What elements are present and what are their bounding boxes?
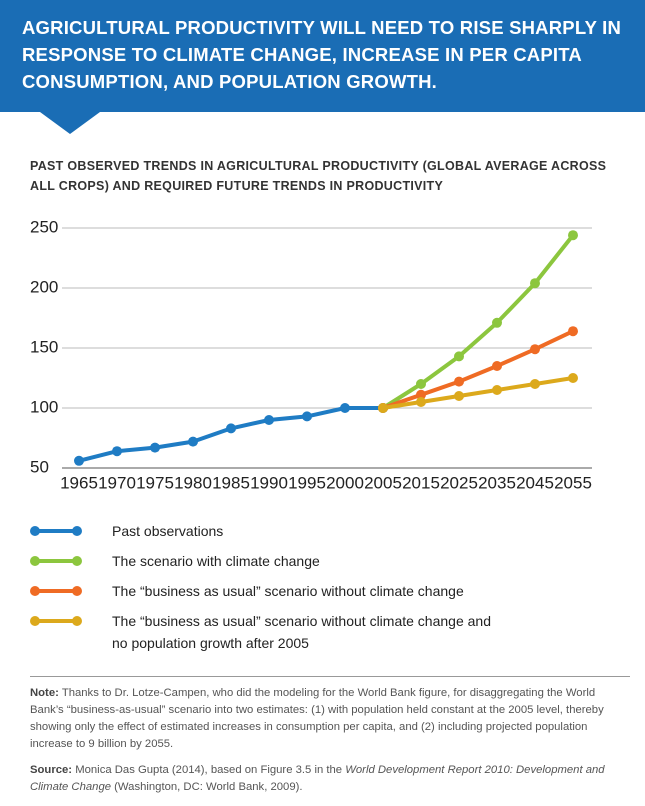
legend-item: The “business as usual” scenario without… (30, 610, 630, 654)
data-point (378, 403, 388, 413)
x-tick-label: 2035 (478, 473, 516, 492)
data-point (492, 361, 502, 371)
legend-swatch (30, 526, 82, 536)
x-tick-label: 1965 (60, 473, 98, 492)
x-tick-label: 2055 (554, 473, 592, 492)
data-point (568, 326, 578, 337)
banner-shape (0, 0, 645, 134)
data-point (416, 389, 426, 400)
data-point (416, 379, 426, 389)
chart-title: PAST OBSERVED TRENDS IN AGRICULTURAL PRO… (30, 159, 607, 193)
series-line (382, 376, 574, 410)
chart: 50 100 150 200 250 1965 1970 1975 1980 1985 1990 19… (30, 217, 592, 492)
series-line (78, 406, 383, 463)
x-tick-label: 1980 (174, 473, 212, 492)
legend-dot (30, 616, 40, 626)
legend-swatch (30, 616, 82, 626)
legend-dot (30, 556, 40, 566)
note: Note: Thanks to Dr. Lotze-Campen, who di… (30, 685, 625, 753)
legend-item: Past observations (30, 520, 630, 542)
data-point (530, 278, 540, 289)
legend-item: The “business as usual” scenario without… (30, 580, 630, 602)
x-tick-label: 1975 (136, 473, 174, 492)
header-title: AGRICULTURAL PRODUCTIVITY WILL NEED TO R… (22, 17, 622, 92)
source-text: (Washington, DC: World Bank, 2009). (111, 781, 303, 793)
series-line (382, 329, 574, 410)
data-point (530, 379, 540, 389)
legend-dot (72, 586, 82, 596)
legend-item: The scenario with climate change (30, 550, 630, 572)
x-tick-label: 2015 (402, 473, 440, 492)
data-point (340, 403, 350, 413)
x-tick-label: 2025 (440, 473, 478, 492)
x-tick-label: 1970 (98, 473, 136, 492)
legend-label: The scenario with climate change (112, 553, 320, 569)
data-point (74, 455, 84, 466)
data-point (302, 411, 312, 422)
source: Source: Monica Das Gupta (2014), based o… (30, 762, 625, 796)
y-tick-label: 200 (30, 277, 58, 296)
data-point (264, 415, 274, 425)
data-point (226, 423, 236, 434)
x-tick-label: 1985 (212, 473, 250, 492)
x-tick-label: 2000 (326, 473, 364, 492)
x-tick-label: 1990 (250, 473, 288, 492)
x-tick-label: 2005 (364, 473, 402, 492)
y-tick-label: 50 (30, 457, 49, 476)
x-tick-label: 2045 (516, 473, 554, 492)
legend-swatch (30, 556, 82, 566)
x-tick-label: 1995 (288, 473, 326, 492)
data-point (112, 446, 122, 457)
data-point (454, 351, 464, 362)
divider (30, 676, 630, 677)
legend-label: The “business as usual” scenario without… (112, 583, 464, 599)
data-point (150, 442, 160, 453)
data-point (492, 317, 502, 328)
data-point (454, 376, 464, 387)
data-point (568, 230, 578, 241)
y-tick-label: 250 (30, 217, 58, 236)
source-text: Monica Das Gupta (2014), based on Figure… (75, 764, 346, 776)
legend-dot (30, 586, 40, 596)
data-point (530, 344, 540, 355)
source-label: Source: (30, 764, 73, 776)
data-point (454, 391, 464, 401)
note-label: Note: (30, 687, 59, 699)
data-point (188, 436, 198, 447)
source-title: World Development Report 2010: Developme… (30, 764, 605, 793)
legend-dot (72, 616, 82, 626)
header-banner (0, 0, 645, 134)
legend-label: The “business as usual” scenario without… (112, 613, 491, 651)
data-point (416, 397, 426, 407)
legend-dot (72, 556, 82, 566)
y-tick-label: 150 (30, 337, 58, 356)
data-point (492, 385, 502, 395)
legend: Past observations The scenario with clima… (30, 520, 630, 662)
note-text: Thanks to Dr. Lotze-Campen, who did the … (30, 687, 604, 750)
legend-label: Past observations (112, 523, 224, 539)
legend-dot (72, 526, 82, 536)
data-point (568, 373, 578, 383)
legend-dot (30, 526, 40, 536)
legend-swatch (30, 586, 82, 596)
series-line (381, 233, 575, 410)
y-tick-label: 100 (30, 397, 58, 416)
